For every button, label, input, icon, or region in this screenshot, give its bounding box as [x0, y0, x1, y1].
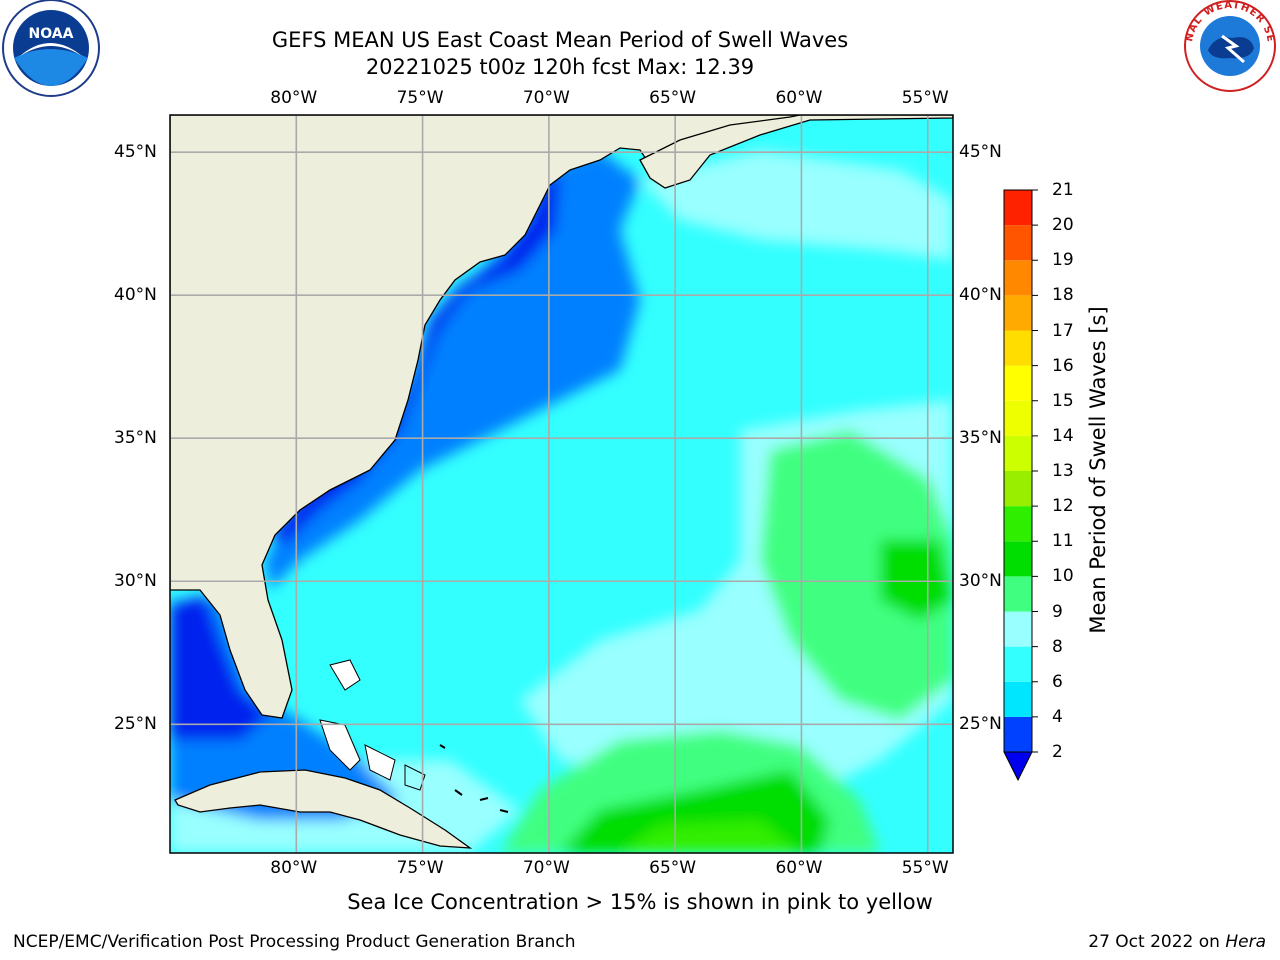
colorbar-tick-label: 18 — [1052, 285, 1074, 306]
chart-subtitle: 20221025 t00z 120h fcst Max: 12.39 — [365, 55, 755, 79]
footer-date-text: 27 Oct 2022 on — [1088, 932, 1226, 952]
colorbar-tick-label: 4 — [1052, 706, 1063, 727]
colorbar-swatch — [1004, 225, 1032, 261]
footer-credit: NCEP/EMC/Verification Post Processing Pr… — [13, 932, 576, 952]
footer-date: 27 Oct 2022 on Hera — [1088, 932, 1266, 952]
colorbar-tick-label: 14 — [1052, 425, 1074, 446]
lon-tick-label-bottom: 60°W — [775, 858, 823, 878]
lat-tick-label-right: 40°N — [959, 285, 1002, 306]
colorbar-swatch — [1004, 506, 1032, 542]
nws-logo-text: NATIONAL WEATHER SERVICE — [0, 0, 1275, 44]
map-frame — [169, 114, 954, 854]
colorbar-swatch — [1004, 541, 1032, 577]
footer-host: Hera — [1225, 932, 1266, 952]
colorbar-swatch — [1004, 611, 1032, 647]
noaa-logo-text: NOAA — [29, 26, 74, 42]
lon-tick-label-top: 70°W — [522, 88, 570, 108]
lat-tick-label-right: 45°N — [959, 142, 1002, 163]
colorbar-tick-label: 8 — [1052, 636, 1063, 657]
lat-tick-label-left: 25°N — [114, 714, 157, 735]
colorbar-swatch — [1004, 365, 1032, 401]
lon-tick-label-top: 60°W — [775, 88, 823, 108]
lat-tick-label-right: 30°N — [959, 571, 1002, 592]
lon-tick-label-top: 55°W — [901, 88, 949, 108]
lon-tick-label-bottom: 55°W — [901, 858, 949, 878]
lon-tick-label-top: 75°W — [396, 88, 444, 108]
graticule — [170, 115, 953, 853]
lat-tick-label-left: 30°N — [114, 571, 157, 592]
colorbar-swatch — [1004, 435, 1032, 471]
lon-tick-label-bottom: 70°W — [522, 858, 570, 878]
lat-tick-label-left: 35°N — [114, 428, 157, 449]
lat-tick-label-right: 25°N — [959, 714, 1002, 735]
lat-tick-label-left: 40°N — [114, 285, 157, 306]
colorbar-swatch — [1004, 471, 1032, 507]
colorbar-swatch — [1004, 681, 1032, 717]
lat-tick-label-left: 45°N — [114, 142, 157, 163]
sea-ice-caption: Sea Ice Concentration > 15% is shown in … — [347, 890, 933, 914]
colorbar-swatch — [1004, 330, 1032, 366]
colorbar-swatch — [1004, 716, 1032, 752]
colorbar-swatch — [1004, 400, 1032, 436]
colorbar-tick-label: 10 — [1052, 566, 1074, 587]
lon-tick-label-top: 80°W — [270, 88, 318, 108]
colorbar-tick-label: 19 — [1052, 250, 1074, 271]
lon-tick-label-bottom: 75°W — [396, 858, 444, 878]
land-cuba — [174, 769, 473, 849]
colorbar-tick-label: 15 — [1052, 390, 1074, 411]
lon-tick-label-top: 65°W — [649, 88, 697, 108]
colorbar-tick-label: 11 — [1052, 531, 1074, 552]
colorbar-tick-label: 20 — [1052, 215, 1074, 236]
colorbar-swatch — [1004, 190, 1032, 226]
lon-tick-label-bottom: 65°W — [649, 858, 697, 878]
colorbar-tick-label: 17 — [1052, 320, 1074, 341]
colorbar-tick-label: 21 — [1052, 180, 1074, 200]
colorbar-tick-label: 9 — [1052, 601, 1063, 622]
chart-title: GEFS MEAN US East Coast Mean Period of S… — [271, 28, 849, 52]
colorbar-tick-label: 13 — [1052, 461, 1074, 481]
colorbar-tick-label: 16 — [1052, 355, 1074, 376]
colorbar-tick-label: 2 — [1052, 742, 1063, 762]
lon-tick-label-bottom: 80°W — [270, 858, 318, 878]
lat-tick-label-right: 35°N — [959, 428, 1002, 449]
colorbar-tick-label: 12 — [1052, 496, 1074, 517]
noaa-logo: NOAA — [2, 0, 100, 97]
svg-text:NATIONAL WEATHER SERVICE: NATIONAL WEATHER SERVICE — [0, 0, 1276, 44]
colorbar-swatch — [1004, 576, 1032, 612]
colorbar-swatch — [1004, 295, 1032, 331]
colorbar-tick-label: 6 — [1052, 671, 1063, 692]
nws-logo: NATIONAL WEATHER SERVICE — [0, 0, 1276, 92]
colorbar-swatch — [1004, 646, 1032, 682]
colorbar-swatch — [1004, 260, 1032, 296]
